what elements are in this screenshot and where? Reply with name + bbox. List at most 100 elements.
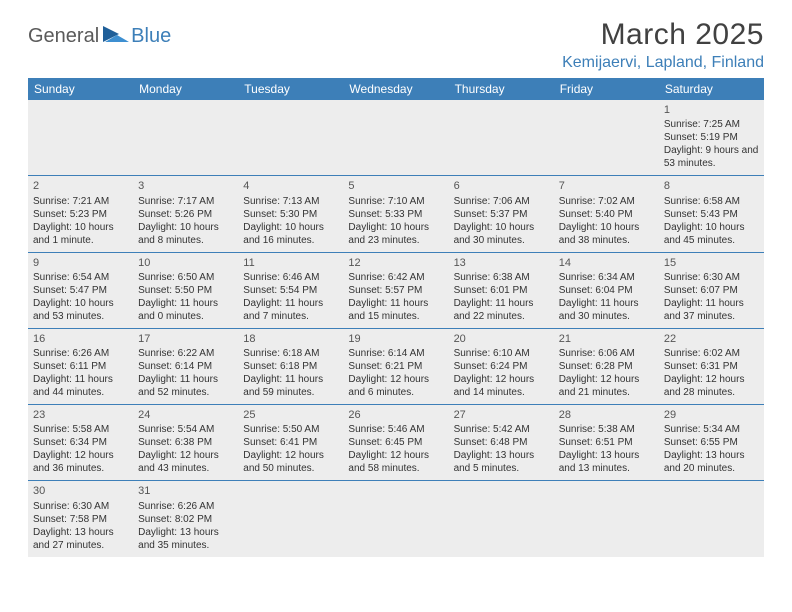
sunset-line: Sunset: 6:24 PM — [454, 360, 549, 373]
calendar-cell: 26Sunrise: 5:46 AMSunset: 6:45 PMDayligh… — [343, 405, 448, 481]
calendar-cell — [28, 100, 133, 176]
weekday-header: Saturday — [659, 78, 764, 100]
day-number: 7 — [559, 179, 654, 193]
day-number: 22 — [664, 332, 759, 346]
sunset-line: Sunset: 5:23 PM — [33, 208, 128, 221]
calendar-cell — [659, 481, 764, 557]
sunrise-line: Sunrise: 7:17 AM — [138, 195, 233, 208]
sunset-line: Sunset: 6:55 PM — [664, 436, 759, 449]
daylight-line: Daylight: 11 hours and 44 minutes. — [33, 373, 128, 399]
day-number: 31 — [138, 484, 233, 498]
calendar-cell — [554, 100, 659, 176]
sunrise-line: Sunrise: 5:42 AM — [454, 423, 549, 436]
day-number: 13 — [454, 256, 549, 270]
calendar-cell — [238, 100, 343, 176]
day-number: 30 — [33, 484, 128, 498]
daylight-line: Daylight: 12 hours and 28 minutes. — [664, 373, 759, 399]
daylight-line: Daylight: 11 hours and 59 minutes. — [243, 373, 338, 399]
sunrise-line: Sunrise: 6:10 AM — [454, 347, 549, 360]
sunrise-line: Sunrise: 7:25 AM — [664, 118, 759, 131]
calendar-cell: 28Sunrise: 5:38 AMSunset: 6:51 PMDayligh… — [554, 405, 659, 481]
sunset-line: Sunset: 5:47 PM — [33, 284, 128, 297]
calendar-cell: 29Sunrise: 5:34 AMSunset: 6:55 PMDayligh… — [659, 405, 764, 481]
sunset-line: Sunset: 6:04 PM — [559, 284, 654, 297]
header: General Blue March 2025 Kemijaervi, Lapl… — [28, 18, 764, 72]
day-number: 14 — [559, 256, 654, 270]
calendar-cell: 3 Sunrise: 7:17 AMSunset: 5:26 PMDaylight… — [133, 176, 238, 252]
daylight-line: Daylight: 10 hours and 8 minutes. — [138, 221, 233, 247]
weekday-header: Monday — [133, 78, 238, 100]
weekday-header: Sunday — [28, 78, 133, 100]
calendar-body: 1Sunrise: 7:25 AMSunset: 5:19 PMDaylight… — [28, 100, 764, 557]
sunrise-line: Sunrise: 5:34 AM — [664, 423, 759, 436]
sunset-line: Sunset: 6:18 PM — [243, 360, 338, 373]
sunset-line: Sunset: 6:34 PM — [33, 436, 128, 449]
calendar-page: General Blue March 2025 Kemijaervi, Lapl… — [0, 0, 792, 557]
day-number: 3 — [138, 179, 233, 193]
daylight-line: Daylight: 11 hours and 0 minutes. — [138, 297, 233, 323]
calendar-cell: 10Sunrise: 6:50 AMSunset: 5:50 PMDayligh… — [133, 252, 238, 328]
daylight-line: Daylight: 12 hours and 58 minutes. — [348, 449, 443, 475]
daylight-line: Daylight: 12 hours and 6 minutes. — [348, 373, 443, 399]
calendar-cell — [449, 100, 554, 176]
sunset-line: Sunset: 6:07 PM — [664, 284, 759, 297]
sunrise-line: Sunrise: 7:02 AM — [559, 195, 654, 208]
sunrise-line: Sunrise: 5:58 AM — [33, 423, 128, 436]
daylight-line: Daylight: 12 hours and 21 minutes. — [559, 373, 654, 399]
day-number: 29 — [664, 408, 759, 422]
sunset-line: Sunset: 5:54 PM — [243, 284, 338, 297]
sunset-line: Sunset: 5:26 PM — [138, 208, 233, 221]
daylight-line: Daylight: 10 hours and 16 minutes. — [243, 221, 338, 247]
logo-text-2: Blue — [131, 25, 171, 48]
day-number: 28 — [559, 408, 654, 422]
sunset-line: Sunset: 6:48 PM — [454, 436, 549, 449]
day-number: 1 — [664, 103, 759, 117]
calendar-cell: 12Sunrise: 6:42 AMSunset: 5:57 PMDayligh… — [343, 252, 448, 328]
sunrise-line: Sunrise: 5:54 AM — [138, 423, 233, 436]
calendar-cell: 2 Sunrise: 7:21 AMSunset: 5:23 PMDaylight… — [28, 176, 133, 252]
sunrise-line: Sunrise: 6:30 AM — [664, 271, 759, 284]
sunset-line: Sunset: 6:45 PM — [348, 436, 443, 449]
sunset-line: Sunset: 6:38 PM — [138, 436, 233, 449]
daylight-line: Daylight: 10 hours and 45 minutes. — [664, 221, 759, 247]
calendar-cell: 6Sunrise: 7:06 AMSunset: 5:37 PMDaylight… — [449, 176, 554, 252]
day-number: 19 — [348, 332, 443, 346]
sunset-line: Sunset: 6:41 PM — [243, 436, 338, 449]
sunset-line: Sunset: 8:02 PM — [138, 513, 233, 526]
day-number: 2 — [33, 179, 128, 193]
calendar-cell: 20Sunrise: 6:10 AMSunset: 6:24 PMDayligh… — [449, 328, 554, 404]
day-number: 27 — [454, 408, 549, 422]
day-number: 12 — [348, 256, 443, 270]
sunrise-line: Sunrise: 7:13 AM — [243, 195, 338, 208]
calendar-cell — [343, 481, 448, 557]
sunset-line: Sunset: 6:14 PM — [138, 360, 233, 373]
day-number: 25 — [243, 408, 338, 422]
daylight-line: Daylight: 10 hours and 30 minutes. — [454, 221, 549, 247]
calendar-cell: 19Sunrise: 6:14 AMSunset: 6:21 PMDayligh… — [343, 328, 448, 404]
sunset-line: Sunset: 6:28 PM — [559, 360, 654, 373]
calendar-cell — [238, 481, 343, 557]
calendar-cell: 23Sunrise: 5:58 AMSunset: 6:34 PMDayligh… — [28, 405, 133, 481]
day-number: 24 — [138, 408, 233, 422]
sunrise-line: Sunrise: 6:14 AM — [348, 347, 443, 360]
day-number: 11 — [243, 256, 338, 270]
day-number: 26 — [348, 408, 443, 422]
sunrise-line: Sunrise: 5:46 AM — [348, 423, 443, 436]
title-block: March 2025 Kemijaervi, Lapland, Finland — [562, 18, 764, 72]
sunrise-line: Sunrise: 6:30 AM — [33, 500, 128, 513]
sunrise-line: Sunrise: 5:50 AM — [243, 423, 338, 436]
calendar-cell: 1Sunrise: 7:25 AMSunset: 5:19 PMDaylight… — [659, 100, 764, 176]
daylight-line: Daylight: 11 hours and 30 minutes. — [559, 297, 654, 323]
daylight-line: Daylight: 10 hours and 1 minute. — [33, 221, 128, 247]
sunset-line: Sunset: 5:43 PM — [664, 208, 759, 221]
sunset-line: Sunset: 5:37 PM — [454, 208, 549, 221]
sunrise-line: Sunrise: 7:21 AM — [33, 195, 128, 208]
sunrise-line: Sunrise: 5:38 AM — [559, 423, 654, 436]
calendar-cell: 27Sunrise: 5:42 AMSunset: 6:48 PMDayligh… — [449, 405, 554, 481]
calendar-cell: 13Sunrise: 6:38 AMSunset: 6:01 PMDayligh… — [449, 252, 554, 328]
calendar-row: 9Sunrise: 6:54 AMSunset: 5:47 PMDaylight… — [28, 252, 764, 328]
calendar-row: 23Sunrise: 5:58 AMSunset: 6:34 PMDayligh… — [28, 405, 764, 481]
sunset-line: Sunset: 5:30 PM — [243, 208, 338, 221]
calendar-cell: 18Sunrise: 6:18 AMSunset: 6:18 PMDayligh… — [238, 328, 343, 404]
daylight-line: Daylight: 10 hours and 38 minutes. — [559, 221, 654, 247]
